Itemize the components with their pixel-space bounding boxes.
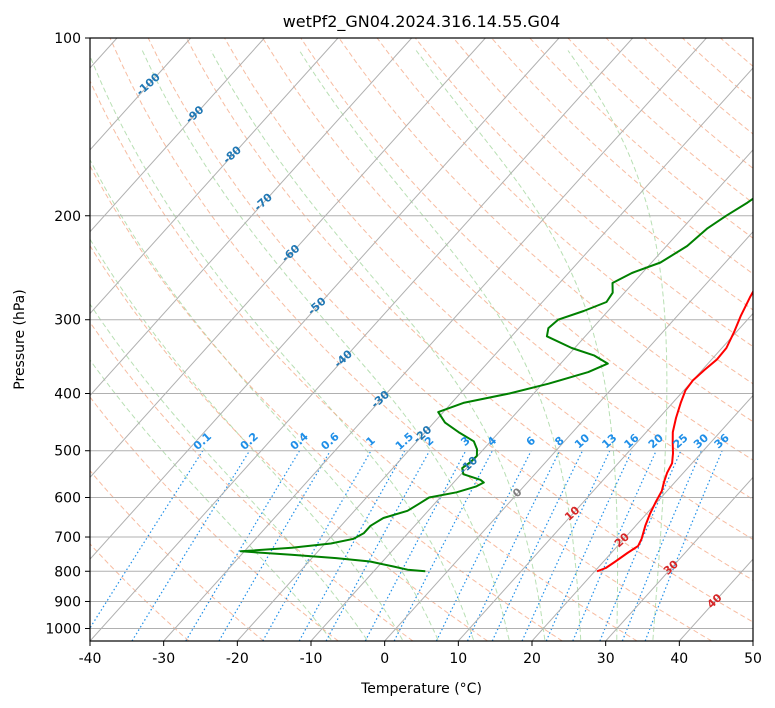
dry-adiabat-line — [90, 79, 638, 641]
y-tick-label: 300 — [54, 313, 81, 329]
dry-adiabat-line — [109, 38, 712, 641]
mixing-ratio-line — [521, 450, 611, 641]
plot-frame — [89, 37, 754, 642]
x-axis-ticks: -40 -30 -20 -10 0 10 20 30 40 50 — [79, 641, 762, 667]
mixing-ratio-line — [599, 450, 682, 641]
x-tick-label: 40 — [670, 651, 688, 667]
dry-adiabat-line — [262, 38, 753, 501]
x-tick-label: 50 — [744, 651, 762, 667]
mixing-ratio-line — [572, 450, 657, 641]
isotherm-line — [90, 38, 265, 233]
x-tick-label: 0 — [380, 651, 389, 667]
y-tick-label: 600 — [54, 491, 81, 507]
dry-adiabat-line — [338, 38, 753, 423]
moist-adiabat-line — [210, 50, 546, 640]
isotherm-line — [90, 38, 560, 560]
dry-adiabat-line — [453, 38, 753, 311]
mixing-ratio-line — [393, 450, 493, 641]
isotherm-line — [90, 38, 634, 641]
y-tick-label: 1000 — [45, 622, 81, 638]
dry-adiabat-line — [90, 469, 264, 641]
x-tick-label: -10 — [300, 651, 323, 667]
sounding-profiles — [239, 197, 753, 573]
dry-adiabat-line — [147, 38, 753, 623]
chart-title: wetPf2_GN04.2024.316.14.55.G04 — [283, 12, 561, 32]
mixing-ratio-line — [90, 450, 204, 630]
moist-adiabat-line — [90, 54, 474, 640]
x-tick-label: 20 — [523, 651, 541, 667]
y-tick-label: 900 — [54, 595, 81, 611]
moist-adiabat-line — [90, 303, 368, 641]
isotherm-line — [310, 149, 753, 641]
y-tick-label: 700 — [54, 530, 81, 546]
mixing-ratio-line — [325, 450, 431, 641]
x-tick-label: 10 — [449, 651, 467, 667]
y-tick-label: 100 — [54, 31, 81, 47]
x-tick-label: -20 — [226, 651, 249, 667]
isotherm-line — [90, 38, 413, 397]
y-tick-label: 200 — [54, 209, 81, 225]
isotherm-line — [90, 38, 192, 151]
y-tick-label: 800 — [54, 564, 81, 580]
temperature-profile-line — [596, 289, 753, 573]
y-axis-ticks: 100 200 300 400 500 600 700 800 900 1000 — [45, 31, 90, 638]
mixing-ratio-line — [545, 450, 633, 641]
dry-adiabat-line — [185, 38, 753, 581]
moist-adiabat-line — [298, 50, 582, 640]
x-axis-label: Temperature (°C) — [360, 681, 482, 697]
x-tick-label: -30 — [152, 651, 175, 667]
isotherm-line — [163, 38, 707, 641]
mixing-ratio-line — [262, 450, 372, 641]
x-tick-label: 30 — [597, 651, 615, 667]
background-lines — [90, 38, 753, 641]
moist-adiabat-line — [90, 158, 439, 640]
moist-adiabat-line — [90, 238, 403, 641]
mixing-ratio-line — [644, 450, 723, 641]
y-axis-label: Pressure (hPa) — [12, 289, 28, 389]
y-tick-label: 400 — [54, 387, 81, 403]
x-tick-label: -40 — [79, 651, 102, 667]
isotherm-line — [90, 38, 486, 479]
dewpoint-profile-line — [239, 197, 753, 573]
mixing-ratio-line — [435, 450, 532, 641]
isotherm-line — [384, 231, 753, 641]
isotherm-line — [531, 394, 753, 641]
isotherm-line — [605, 476, 753, 641]
mixing-ratio-line — [298, 450, 406, 641]
isotherm-line — [236, 67, 753, 641]
mixing-ratio-line — [621, 450, 702, 641]
dry-adiabat-line — [90, 164, 563, 641]
y-tick-label: 500 — [54, 444, 81, 460]
isotherm-line — [90, 38, 339, 315]
dry-adiabat-line — [90, 244, 488, 641]
